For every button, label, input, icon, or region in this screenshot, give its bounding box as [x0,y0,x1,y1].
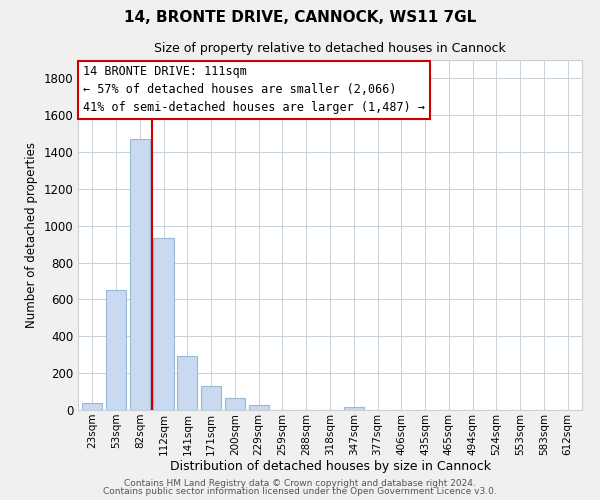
Bar [344,407,364,410]
Text: Contains HM Land Registry data © Crown copyright and database right 2024.: Contains HM Land Registry data © Crown c… [124,478,476,488]
Bar [154,238,173,410]
Title: Size of property relative to detached houses in Cannock: Size of property relative to detached ho… [154,42,506,54]
Bar [201,386,221,410]
Y-axis label: Number of detached properties: Number of detached properties [25,142,38,328]
X-axis label: Distribution of detached houses by size in Cannock: Distribution of detached houses by size … [170,460,491,473]
Text: 14 BRONTE DRIVE: 111sqm
← 57% of detached houses are smaller (2,066)
41% of semi: 14 BRONTE DRIVE: 111sqm ← 57% of detache… [83,65,425,114]
Bar [130,139,150,410]
Bar [248,406,269,410]
Bar [106,290,126,410]
Bar [225,398,245,410]
Bar [82,402,103,410]
Text: Contains public sector information licensed under the Open Government Licence v3: Contains public sector information licen… [103,487,497,496]
Text: 14, BRONTE DRIVE, CANNOCK, WS11 7GL: 14, BRONTE DRIVE, CANNOCK, WS11 7GL [124,10,476,25]
Bar [177,356,197,410]
